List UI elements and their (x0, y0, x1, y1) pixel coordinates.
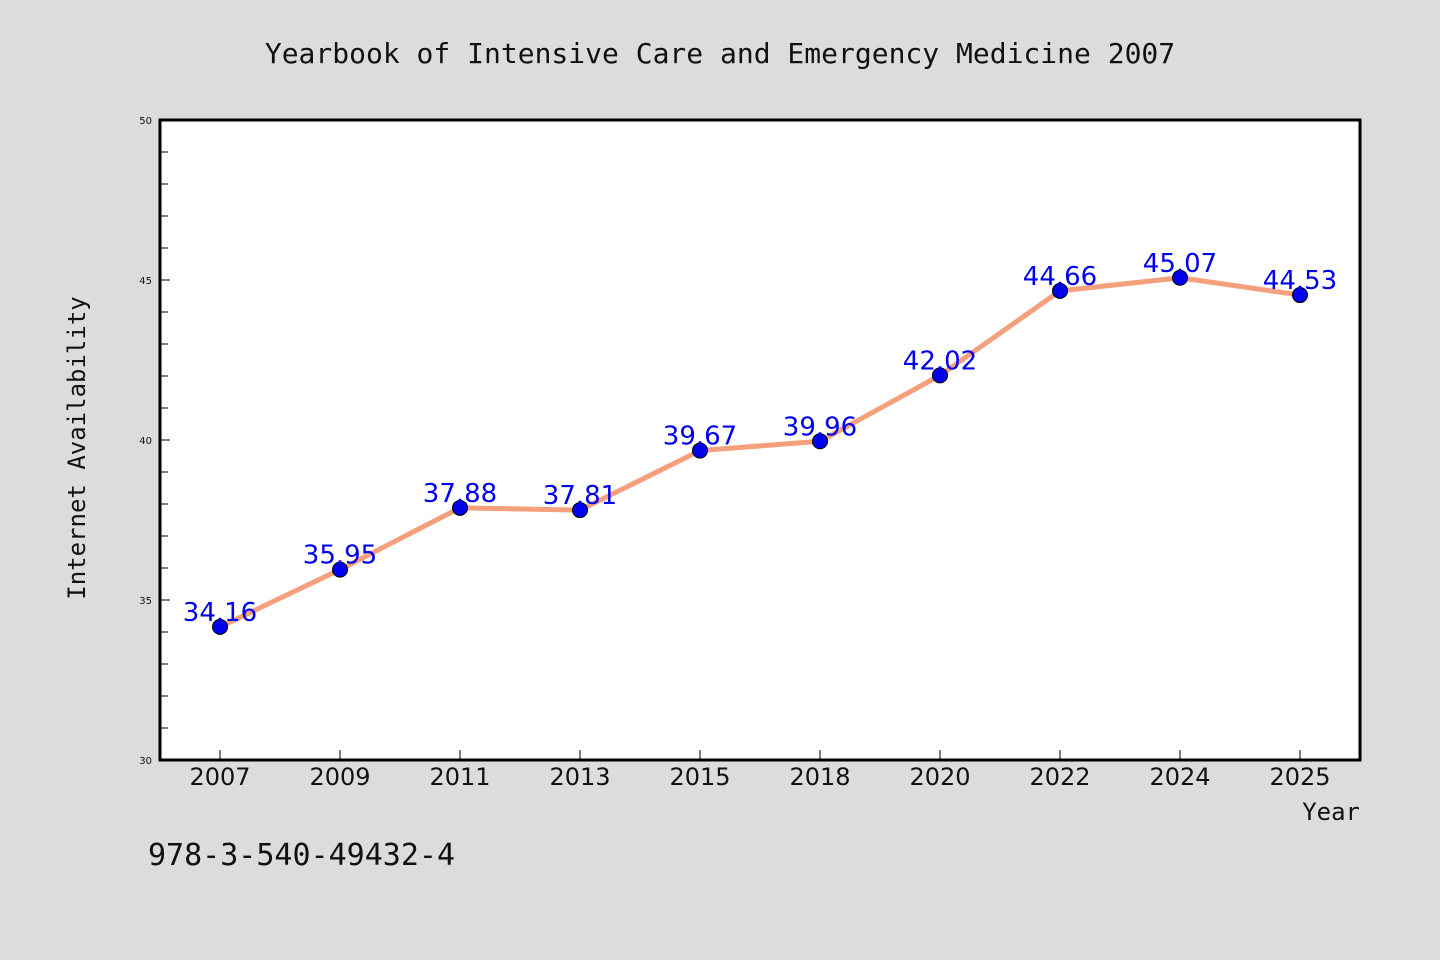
plot-area (158, 118, 1362, 762)
data-label: 37.88 (423, 479, 497, 509)
series-line (217, 275, 1303, 630)
data-label: 39.67 (663, 422, 737, 452)
x-tick-label: 2024 (1149, 763, 1210, 791)
chart-title: Yearbook of Intensive Care and Emergency… (265, 37, 1175, 70)
y-tick-label: 35 (139, 596, 152, 607)
x-tick-label: 2009 (309, 763, 370, 791)
data-label: 37.81 (543, 481, 617, 511)
x-axis-label: Year (1302, 798, 1360, 826)
x-tick-label: 2018 (789, 763, 850, 791)
data-point (452, 499, 468, 516)
x-tick-label: 2020 (909, 763, 970, 791)
y-tick-label: 45 (139, 276, 152, 287)
data-point (1292, 287, 1308, 304)
y-tick-label: 30 (139, 756, 152, 767)
x-tick-label: 2025 (1269, 763, 1330, 791)
x-tick-label: 2015 (669, 763, 730, 791)
data-point (1052, 282, 1068, 299)
data-label: 44.53 (1263, 266, 1337, 296)
data-point (692, 442, 708, 459)
data-label: 44.66 (1023, 262, 1097, 292)
y-tick-label: 40 (139, 436, 152, 447)
x-tick-label: 2013 (549, 763, 610, 791)
x-tick-label: 2007 (189, 763, 250, 791)
data-point (332, 561, 348, 578)
series-markers (212, 269, 1308, 635)
data-label: 39.96 (783, 412, 857, 442)
y-axis: 30 35 40 45 50 (139, 116, 170, 767)
x-tick-label: 2022 (1029, 763, 1090, 791)
data-label: 45.07 (1143, 249, 1217, 279)
data-point (812, 433, 828, 450)
data-point (212, 618, 228, 635)
y-tick-label: 50 (139, 116, 152, 127)
data-label: 34.16 (183, 598, 257, 628)
data-label: 35.95 (303, 541, 377, 571)
data-labels: 34.16 35.95 37.88 37.81 39.67 39.96 42.02 44.66… (183, 249, 1337, 628)
series-polyline (217, 275, 1303, 630)
x-tick-label: 2011 (429, 763, 490, 791)
y-axis-label: Internet Availability (63, 296, 91, 599)
data-point (572, 502, 588, 519)
x-axis: 2007 2009 2011 2013 2015 2018 2020 2022 2024 2025 (189, 750, 1331, 791)
data-point (932, 367, 948, 384)
data-label: 42.02 (903, 346, 977, 376)
data-point (1172, 269, 1188, 286)
isbn-footnote: 978-3-540-49432-4 (148, 838, 455, 873)
